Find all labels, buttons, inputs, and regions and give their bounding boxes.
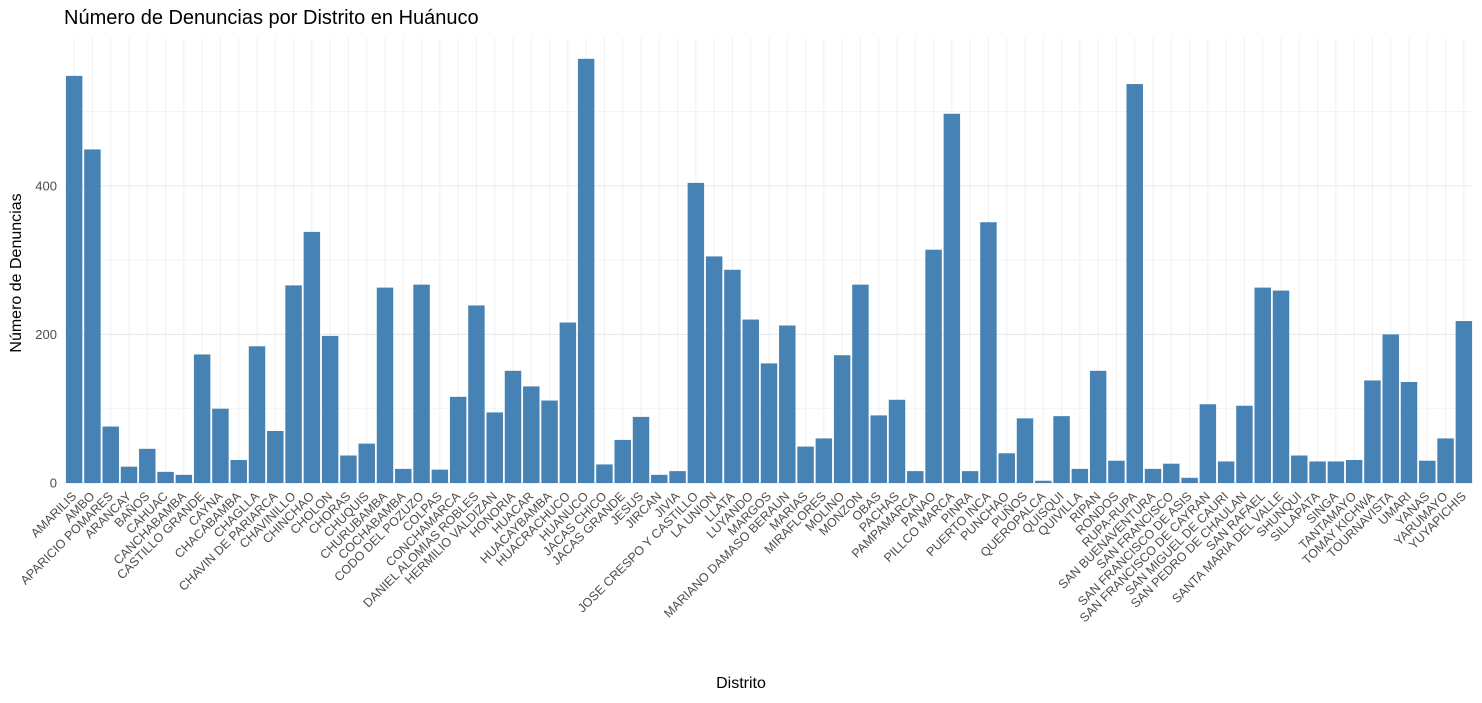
bar bbox=[852, 284, 869, 483]
bar bbox=[120, 466, 138, 483]
bar bbox=[1382, 334, 1399, 483]
bar bbox=[1419, 460, 1436, 483]
bar bbox=[1400, 381, 1418, 483]
bar bbox=[1291, 455, 1308, 483]
bar bbox=[376, 287, 394, 483]
bar bbox=[212, 408, 229, 483]
bar bbox=[321, 335, 339, 483]
y-tick-label: 0 bbox=[50, 476, 57, 491]
bar bbox=[65, 75, 83, 483]
bar bbox=[577, 58, 595, 484]
bar bbox=[413, 284, 430, 483]
bar bbox=[1126, 84, 1143, 484]
y-tick-label: 400 bbox=[35, 178, 57, 193]
bar bbox=[1089, 370, 1107, 483]
bar bbox=[230, 459, 247, 483]
bar bbox=[1345, 459, 1363, 483]
bar bbox=[797, 446, 814, 483]
bar bbox=[1071, 468, 1089, 483]
bar bbox=[779, 325, 796, 483]
bar bbox=[1181, 477, 1198, 483]
bar bbox=[303, 231, 321, 483]
bar bbox=[340, 455, 357, 483]
y-axis-ticks: 0 200 400 bbox=[35, 178, 57, 490]
bar bbox=[980, 222, 997, 483]
bar bbox=[1053, 416, 1070, 483]
bar bbox=[1199, 404, 1217, 483]
bar bbox=[705, 256, 723, 483]
bar bbox=[815, 438, 833, 483]
bar bbox=[614, 439, 631, 483]
y-tick-label: 200 bbox=[35, 327, 57, 342]
bar bbox=[193, 354, 211, 483]
bar bbox=[833, 355, 851, 483]
bar bbox=[1309, 461, 1326, 483]
bar bbox=[504, 370, 522, 483]
bars bbox=[65, 58, 1473, 484]
bar bbox=[943, 113, 961, 483]
bar bbox=[267, 430, 284, 483]
bar bbox=[1035, 480, 1052, 483]
bar bbox=[907, 471, 924, 483]
bar bbox=[395, 468, 412, 483]
bar bbox=[1437, 438, 1454, 483]
bar bbox=[157, 471, 174, 483]
x-axis-label: Distrito bbox=[716, 675, 766, 692]
bar bbox=[248, 346, 266, 483]
bar bbox=[1236, 405, 1253, 483]
bar bbox=[596, 464, 613, 483]
bar bbox=[687, 182, 705, 483]
bar bbox=[486, 412, 503, 483]
bar bbox=[632, 416, 650, 483]
bar bbox=[84, 149, 101, 483]
bar bbox=[449, 396, 467, 483]
bar bbox=[1254, 287, 1271, 483]
bar bbox=[1016, 418, 1034, 483]
bar bbox=[523, 386, 540, 483]
bar bbox=[870, 415, 887, 483]
bar bbox=[285, 285, 302, 483]
bar bbox=[961, 471, 979, 483]
bar bbox=[1217, 461, 1235, 483]
bar bbox=[998, 453, 1015, 483]
bar bbox=[925, 249, 942, 483]
bar bbox=[1455, 321, 1473, 483]
bar bbox=[358, 443, 375, 483]
bar bbox=[559, 322, 577, 483]
bar bbox=[1272, 290, 1290, 483]
bar bbox=[1327, 461, 1345, 483]
bar bbox=[724, 269, 741, 483]
bar bbox=[1163, 463, 1180, 483]
bar bbox=[139, 448, 156, 483]
bar bbox=[1108, 460, 1125, 483]
chart-title: Número de Denuncias por Distrito en Huán… bbox=[64, 7, 479, 29]
bar bbox=[1144, 468, 1162, 483]
bar bbox=[102, 426, 119, 483]
bar bbox=[669, 471, 686, 483]
bar bbox=[742, 319, 759, 483]
bar bbox=[541, 400, 558, 483]
bar bbox=[1364, 380, 1381, 483]
bar bbox=[175, 474, 193, 483]
bar bbox=[468, 305, 485, 483]
bar bbox=[651, 474, 668, 483]
y-axis-label: Número de Denuncias bbox=[8, 193, 25, 353]
bar bbox=[431, 469, 449, 483]
bar bbox=[760, 363, 778, 483]
bar bbox=[888, 399, 906, 483]
